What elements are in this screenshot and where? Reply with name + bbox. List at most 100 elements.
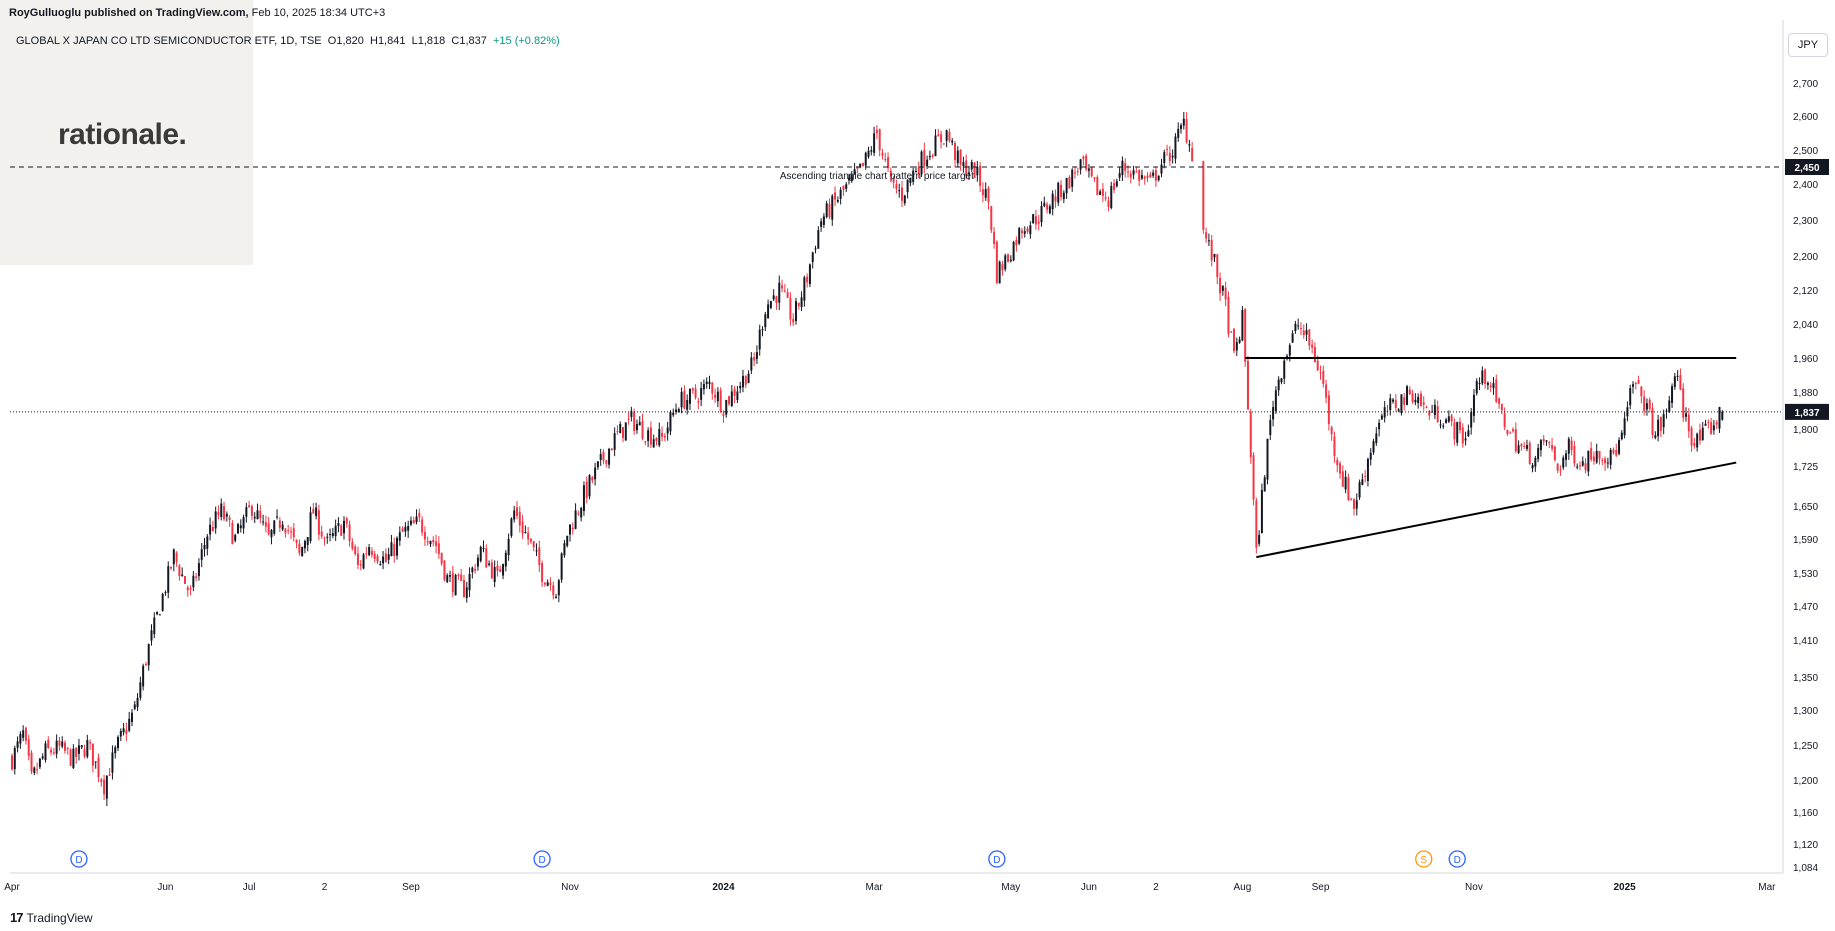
candle-body xyxy=(783,290,786,292)
y-tick-label: 2,200 xyxy=(1793,252,1818,263)
currency-button[interactable]: JPY xyxy=(1788,33,1828,57)
candle-body xyxy=(209,524,212,535)
candle-body xyxy=(309,512,312,542)
candle-body xyxy=(203,545,206,550)
candle-body xyxy=(1001,263,1004,271)
candle-body xyxy=(1107,200,1110,207)
candle-body xyxy=(1085,155,1088,170)
candle-body xyxy=(1291,333,1294,343)
candle-body xyxy=(1615,449,1618,456)
candle-body xyxy=(359,564,362,566)
x-tick-label: Jul xyxy=(243,882,256,893)
candle-body xyxy=(1260,489,1263,534)
candle-body xyxy=(1213,253,1216,258)
candle-body xyxy=(334,525,337,536)
candle-body xyxy=(789,297,792,320)
candle-body xyxy=(725,400,728,415)
publisher-logo-panel xyxy=(0,0,253,265)
candle-body xyxy=(1185,118,1188,142)
candle-body xyxy=(647,430,650,441)
candle-body xyxy=(1685,413,1687,417)
candle-body xyxy=(828,203,831,218)
candle-body xyxy=(608,448,611,465)
candle-body xyxy=(1537,447,1540,460)
candle-body xyxy=(1118,173,1121,178)
candle-body xyxy=(362,554,365,569)
candle-body xyxy=(610,448,613,451)
candle-body xyxy=(1060,184,1063,198)
candle-body xyxy=(619,423,622,434)
candle-body xyxy=(122,728,125,733)
candle-body xyxy=(429,541,432,545)
candle-body xyxy=(775,296,778,303)
candle-body xyxy=(1643,396,1646,411)
candle-body xyxy=(1445,419,1448,423)
candle-body xyxy=(1076,171,1079,173)
price-target-label: Ascending triangle chart pattern price t… xyxy=(780,171,974,182)
candle-body xyxy=(736,391,739,400)
candle-body xyxy=(901,187,904,201)
candle-body xyxy=(850,174,853,181)
candle-body xyxy=(228,517,231,520)
candle-body xyxy=(875,129,878,134)
candle-body xyxy=(1277,379,1280,391)
candle-body xyxy=(1152,172,1155,176)
y-tick-label: 1,250 xyxy=(1793,741,1818,752)
candle-body xyxy=(808,264,811,285)
candle-body xyxy=(1096,177,1099,195)
candle-body xyxy=(1246,360,1249,410)
candle-body xyxy=(44,743,47,761)
candle-body xyxy=(730,391,733,406)
candle-body xyxy=(1453,422,1456,440)
candle-body xyxy=(1486,382,1489,385)
candle-body xyxy=(675,409,678,412)
candle-body xyxy=(1562,457,1565,468)
candle-body xyxy=(1397,409,1400,411)
candle-body xyxy=(831,195,834,220)
candle-body xyxy=(1336,459,1339,466)
tradingview-footer[interactable]: 17 TradingView xyxy=(10,910,93,925)
candle-body xyxy=(1191,148,1194,162)
candle-body xyxy=(50,749,53,753)
dividend-event-marker xyxy=(70,850,88,868)
candle-body xyxy=(1364,475,1367,477)
candle-body xyxy=(97,757,100,778)
candle-body xyxy=(1517,445,1520,453)
x-tick-label: Nov xyxy=(561,882,579,893)
candle-body xyxy=(443,560,446,580)
candle-body xyxy=(256,510,259,520)
candle-body xyxy=(1472,394,1475,416)
candle-body xyxy=(189,588,192,590)
candle-body xyxy=(990,206,993,231)
candle-body xyxy=(700,388,703,400)
candle-body xyxy=(984,189,987,198)
candle-body xyxy=(1422,402,1425,405)
candle-body xyxy=(1057,182,1060,203)
candle-body xyxy=(1121,160,1124,176)
candle-body xyxy=(504,552,507,567)
candle-body xyxy=(1651,408,1654,435)
interval-label: 1D xyxy=(280,35,295,47)
publisher-name: RoyGulluoglu published on TradingView.co… xyxy=(9,7,249,19)
event-marker-label: D xyxy=(1454,855,1461,866)
candle-body xyxy=(36,769,39,771)
candle-body xyxy=(1054,196,1057,202)
candle-body xyxy=(1442,425,1445,427)
candle-body xyxy=(594,467,597,480)
candle-body xyxy=(1461,427,1464,444)
candle-body xyxy=(1101,188,1104,197)
candle-body xyxy=(108,774,111,776)
candle-body xyxy=(1065,177,1068,194)
candle-body xyxy=(1146,175,1149,178)
candle-body xyxy=(1127,171,1129,173)
candle-body xyxy=(574,510,577,529)
candle-body xyxy=(1428,410,1431,416)
candle-body xyxy=(373,553,376,560)
candle-body xyxy=(100,779,103,783)
candle-body xyxy=(292,528,295,538)
candle-body xyxy=(917,167,920,174)
candle-body xyxy=(86,739,89,757)
candle-body xyxy=(1506,429,1509,435)
candle-body xyxy=(588,475,591,497)
